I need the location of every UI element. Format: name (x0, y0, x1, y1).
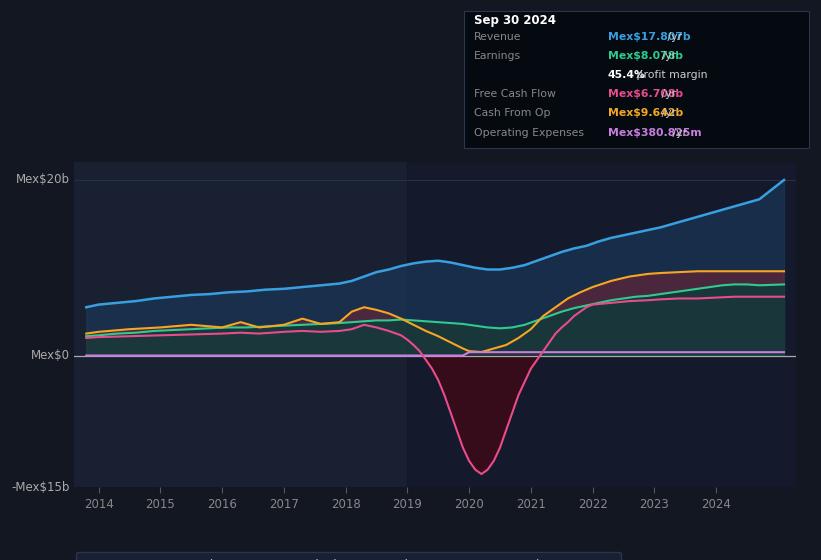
Text: Mex$8.078b: Mex$8.078b (608, 52, 682, 62)
Text: /yr: /yr (658, 90, 677, 100)
Text: Sep 30 2024: Sep 30 2024 (474, 13, 556, 26)
Legend: Revenue, Earnings, Free Cash Flow, Cash From Op, Operating Expenses: Revenue, Earnings, Free Cash Flow, Cash … (76, 552, 621, 560)
Text: Mex$20b: Mex$20b (16, 174, 70, 186)
Text: Free Cash Flow: Free Cash Flow (474, 90, 556, 100)
Text: Mex$380.825m: Mex$380.825m (608, 128, 701, 138)
Text: Mex$17.807b: Mex$17.807b (608, 32, 690, 43)
Bar (407, 162, 796, 487)
Text: Mex$0: Mex$0 (30, 349, 70, 362)
Text: Revenue: Revenue (474, 32, 521, 43)
Text: profit margin: profit margin (633, 71, 708, 81)
Text: /yr: /yr (668, 128, 686, 138)
Text: Mex$6.708b: Mex$6.708b (608, 90, 683, 100)
Text: /yr: /yr (663, 32, 681, 43)
Text: Earnings: Earnings (474, 52, 521, 62)
Text: 45.4%: 45.4% (608, 71, 645, 81)
Text: Cash From Op: Cash From Op (474, 109, 550, 119)
Text: /yr: /yr (658, 52, 677, 62)
Text: Mex$9.642b: Mex$9.642b (608, 109, 683, 119)
Text: -Mex$15b: -Mex$15b (11, 480, 70, 494)
Text: /yr: /yr (658, 109, 677, 119)
Text: Operating Expenses: Operating Expenses (474, 128, 584, 138)
